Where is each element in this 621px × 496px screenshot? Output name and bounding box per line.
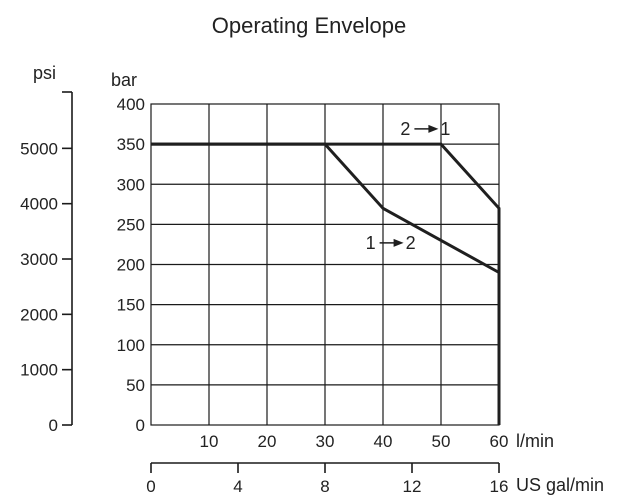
x-tick-label: 10 xyxy=(200,432,219,451)
series-layer xyxy=(151,142,501,425)
x-tick-label: 30 xyxy=(316,432,335,451)
annotation-to: 2 xyxy=(406,233,416,253)
psi-tick-label: 5000 xyxy=(20,139,58,158)
psi-tick-label: 3000 xyxy=(20,250,58,269)
psi-tick-label: 4000 xyxy=(20,195,58,214)
y-tick-label: 400 xyxy=(117,95,145,114)
y-tick-label: 250 xyxy=(117,215,145,234)
x-axis-label: l/min xyxy=(516,431,554,451)
x-tick-label: 20 xyxy=(258,432,277,451)
gpm-axis-label: US gal/min xyxy=(516,475,604,495)
gpm-tick-label: 4 xyxy=(233,477,242,496)
y-tick-label: 300 xyxy=(117,175,145,194)
x-tick-label: 60 xyxy=(490,432,509,451)
y-tick-label: 100 xyxy=(117,336,145,355)
x-tick-label: 40 xyxy=(374,432,393,451)
psi-tick-label: 1000 xyxy=(20,361,58,380)
y-tick-label: 0 xyxy=(136,416,145,435)
x-tick-label: 50 xyxy=(432,432,451,451)
gpm-tick-label: 16 xyxy=(490,477,509,496)
y-tick-label: 200 xyxy=(117,256,145,275)
y-axis-label: bar xyxy=(111,70,137,90)
annotation-from: 1 xyxy=(366,233,376,253)
axes xyxy=(62,91,500,473)
psi-tick-label: 2000 xyxy=(20,305,58,324)
chart-title: Operating Envelope xyxy=(212,13,406,38)
series-line-2 xyxy=(151,142,500,274)
annotation-to: 1 xyxy=(440,119,450,139)
psi-tick-label: 0 xyxy=(49,416,58,435)
annotation-from: 2 xyxy=(400,119,410,139)
annotation-arrow-head xyxy=(428,124,439,133)
psi-axis-label: psi xyxy=(33,63,56,83)
y-tick-label: 50 xyxy=(126,376,145,395)
gpm-tick-label: 8 xyxy=(320,477,329,496)
y-tick-label: 350 xyxy=(117,135,145,154)
gpm-tick-label: 0 xyxy=(146,477,155,496)
gpm-tick-label: 12 xyxy=(403,477,422,496)
annotation-arrow-head xyxy=(393,238,404,247)
y-tick-label: 150 xyxy=(117,296,145,315)
